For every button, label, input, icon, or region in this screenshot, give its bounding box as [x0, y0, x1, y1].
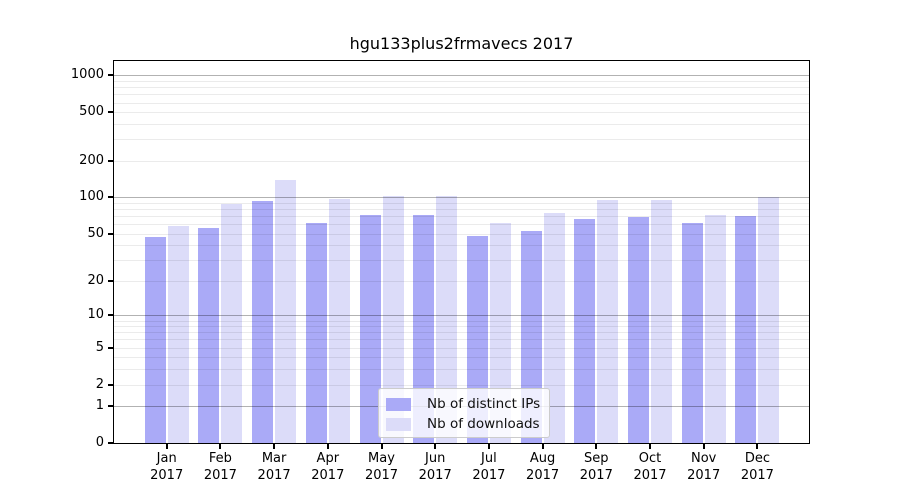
bar-apr-downloads: [328, 198, 350, 443]
x-tick-label-may: May 2017: [364, 451, 399, 483]
y-tick-mark-5: [108, 346, 113, 349]
legend-swatch-1: [386, 417, 411, 431]
x-tick-label-dec: Dec 2017: [740, 451, 774, 483]
bar-jan-ips: [144, 237, 166, 443]
bar-nov-ips: [681, 222, 703, 443]
bars-layer: [114, 61, 809, 443]
bar-oct-downloads: [651, 200, 672, 443]
y-tick-label-5: 5: [95, 339, 104, 355]
y-tick-label-0: 0: [95, 435, 104, 450]
bar-jun-downloads: [436, 196, 458, 443]
legend-label-1: Nb of downloads: [427, 416, 540, 432]
x-tick-label-mar: Mar 2017: [257, 451, 291, 483]
x-tick-mark-mar: [273, 444, 276, 449]
x-tick-mark-nov: [702, 444, 705, 449]
x-tick-mark-sep: [595, 444, 598, 449]
legend: Nb of distinct IPs Nb of downloads: [378, 388, 550, 438]
bar-may-downloads: [382, 195, 404, 443]
y-tick-label-1000: 1000: [70, 67, 104, 83]
bar-mar-ips: [252, 201, 274, 443]
bar-aug-downloads: [543, 212, 565, 443]
x-tick-label-aug: Aug 2017: [526, 451, 560, 483]
bar-jun-ips: [413, 214, 435, 443]
x-tick-mark-jun: [434, 444, 437, 449]
y-tick-mark-2: [108, 383, 113, 386]
y-tick-mark-1000: [108, 74, 113, 77]
legend-label-0: Nb of distinct IPs: [427, 396, 541, 412]
x-tick-mark-may: [380, 444, 383, 449]
y-tick-mark-500: [108, 111, 113, 114]
x-tick-label-sep: Sep 2017: [579, 451, 613, 483]
x-tick-label-jan: Jan 2017: [150, 451, 184, 483]
bar-may-ips: [359, 214, 381, 443]
chart-title: hgu133plus2frmavecs 2017: [349, 34, 574, 53]
bar-jul-downloads: [489, 222, 511, 443]
y-tick-label-200: 200: [79, 152, 104, 168]
x-tick-label-jul: Jul 2017: [472, 451, 506, 483]
x-tick-label-nov: Nov 2017: [687, 451, 721, 483]
bar-feb-downloads: [221, 204, 243, 443]
y-tick-label-2: 2: [95, 376, 104, 392]
bar-nov-downloads: [704, 214, 726, 443]
x-tick-label-oct: Oct 2017: [633, 451, 667, 483]
x-tick-mark-aug: [541, 444, 544, 449]
x-tick-label-jun: Jun 2017: [418, 451, 452, 483]
y-tick-label-10: 10: [87, 307, 104, 323]
legend-swatch-0: [386, 397, 411, 411]
x-tick-mark-oct: [649, 444, 651, 449]
y-tick-mark-50: [108, 232, 113, 235]
bar-jan-downloads: [167, 226, 189, 443]
x-tick-mark-dec: [756, 444, 759, 449]
bar-sep-ips: [574, 219, 596, 443]
x-tick-mark-feb: [219, 444, 222, 449]
y-tick-label-20: 20: [87, 273, 104, 289]
bar-feb-ips: [198, 227, 220, 443]
bar-dec-ips: [735, 216, 757, 443]
y-tick-label-500: 500: [79, 104, 104, 120]
y-tick-mark-0: [108, 442, 113, 444]
x-tick-mark-jul: [487, 444, 490, 449]
y-tick-label-1: 1: [95, 398, 104, 414]
x-tick-label-apr: Apr 2017: [311, 451, 345, 483]
bar-oct-ips: [628, 216, 649, 443]
bar-apr-ips: [305, 222, 327, 443]
plot-area: [113, 60, 810, 444]
bar-dec-downloads: [758, 196, 780, 443]
y-tick-label-100: 100: [79, 189, 104, 205]
legend-row-0: Nb of distinct IPs: [386, 394, 541, 414]
y-tick-mark-10: [108, 314, 113, 317]
x-tick-label-feb: Feb 2017: [203, 451, 237, 483]
y-tick-label-50: 50: [87, 225, 104, 241]
y-tick-mark-100: [108, 196, 113, 199]
x-tick-mark-apr: [326, 444, 329, 449]
legend-row-1: Nb of downloads: [386, 414, 541, 434]
bar-mar-downloads: [275, 179, 297, 443]
y-tick-mark-20: [108, 280, 113, 283]
y-tick-mark-200: [108, 159, 113, 162]
y-tick-mark-1: [108, 405, 113, 408]
bar-sep-downloads: [597, 200, 619, 443]
x-tick-mark-jan: [165, 444, 168, 449]
